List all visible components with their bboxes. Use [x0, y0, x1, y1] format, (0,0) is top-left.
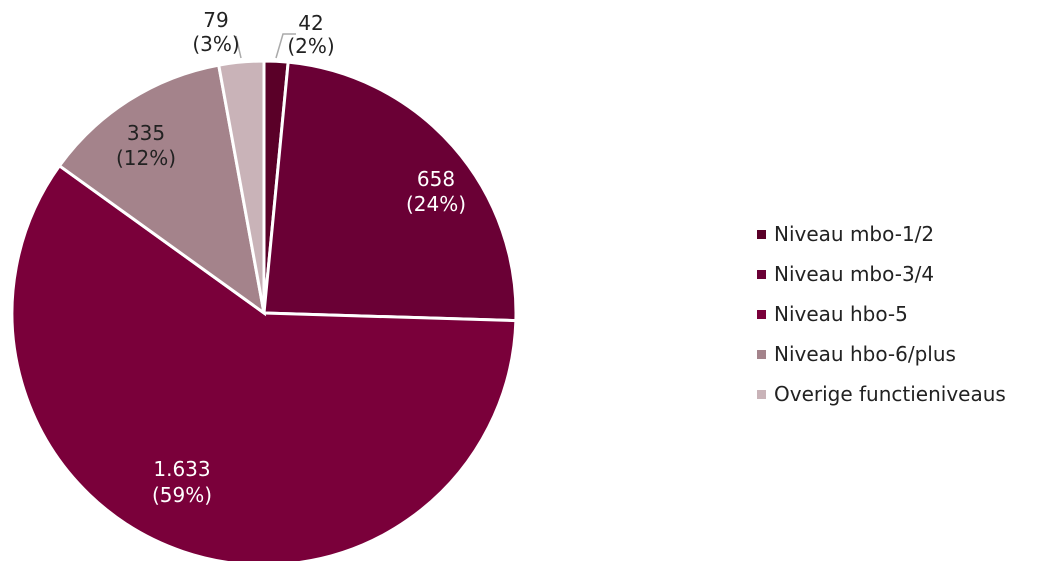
leader-line-1 — [275, 33, 296, 59]
legend: Niveau mbo-1/2 Niveau mbo-3/4 Niveau hbo-5… — [757, 214, 1006, 414]
legend-label: Niveau mbo-3/4 — [774, 262, 935, 286]
pie-slice-4 — [57, 63, 267, 317]
slice-percent-label: (3%) — [192, 32, 239, 56]
legend-item: Niveau hbo-5 — [757, 294, 1006, 334]
legend-swatch — [757, 269, 766, 279]
slice-percent-label: (2%) — [287, 34, 334, 58]
pie-slice-5 — [216, 59, 266, 314]
slice-value-label: 335 — [127, 121, 165, 145]
leader-line-5 — [235, 35, 242, 59]
legend-swatch — [757, 229, 766, 239]
legend-item: Overige functieniveaus — [757, 374, 1006, 414]
legend-swatch — [757, 309, 766, 319]
slice-percent-label: (59%) — [152, 483, 212, 507]
legend-label: Niveau mbo-1/2 — [774, 222, 935, 246]
legend-item: Niveau mbo-1/2 — [757, 214, 1006, 254]
slice-value-label: 79 — [203, 8, 228, 32]
slice-value-label: 658 — [417, 167, 455, 191]
legend-label: Niveau hbo-5 — [774, 302, 908, 326]
slice-value-label: 1.633 — [153, 457, 210, 481]
slice-value-label: 42 — [298, 11, 323, 35]
legend-swatch — [757, 349, 766, 359]
slice-percent-label: (12%) — [116, 146, 176, 170]
pie-slice-3 — [10, 163, 518, 561]
legend-item: Niveau mbo-3/4 — [757, 254, 1006, 294]
pie-slice-2 — [262, 60, 518, 323]
slice-percent-label: (24%) — [406, 192, 466, 216]
legend-swatch — [757, 389, 766, 399]
legend-item: Niveau hbo-6/plus — [757, 334, 1006, 374]
legend-label: Niveau hbo-6/plus — [774, 342, 956, 366]
legend-label: Overige functieniveaus — [774, 382, 1006, 406]
